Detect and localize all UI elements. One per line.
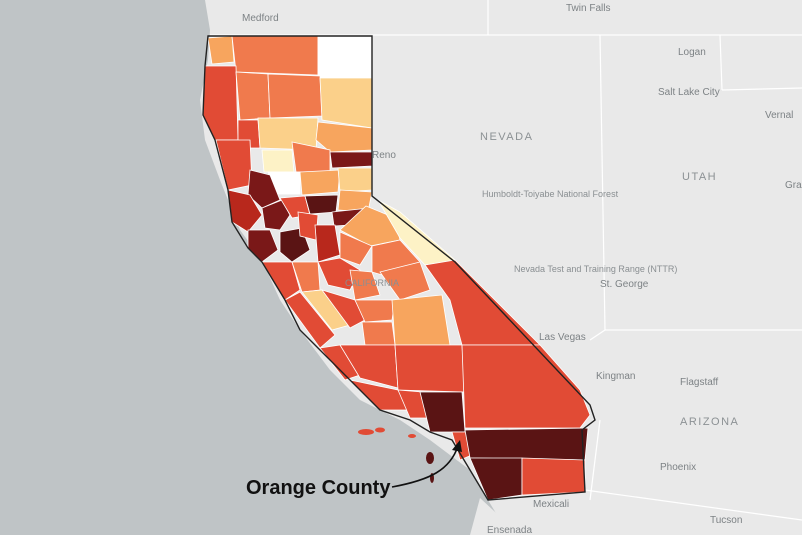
state-utah: UTAH: [682, 171, 717, 183]
annotation-arrow: [391, 445, 459, 488]
city-ensenada: Ensenada: [487, 525, 532, 535]
city-medford: Medford: [242, 13, 279, 24]
city-tucson: Tucson: [710, 515, 742, 526]
city-mexicali: Mexicali: [533, 499, 569, 510]
city-kingman: Kingman: [596, 371, 635, 382]
city-logan: Logan: [678, 47, 706, 58]
city-phoenix: Phoenix: [660, 462, 696, 473]
city-vernal: Vernal: [765, 110, 793, 121]
city-twin-falls: Twin Falls: [566, 3, 610, 14]
annotation-arrowhead: [452, 440, 462, 452]
state-california: CALIFORNIA: [345, 278, 399, 288]
city-gra: Gra: [785, 180, 802, 191]
feature-humboldt-toiyabe: Humboldt-Toiyabe National Forest: [482, 189, 619, 199]
state-arizona: ARIZONA: [680, 416, 739, 428]
feature-nttr: Nevada Test and Training Range (NTTR): [514, 264, 677, 274]
annotation-orange-county: Orange County: [246, 477, 391, 499]
baja-land: [470, 498, 520, 535]
state-nevada: NEVADA: [480, 131, 533, 143]
city-salt-lake-city: Salt Lake City: [658, 87, 720, 98]
orange-county-annotation: Orange County: [246, 440, 462, 499]
city-flagstaff: Flagstaff: [680, 377, 718, 388]
city-reno: Reno: [372, 150, 396, 161]
california-outline: [202, 35, 596, 501]
map-labels: Medford Twin Falls Logan Salt Lake City …: [242, 3, 802, 535]
california-counties: [202, 35, 591, 501]
city-st-george: St. George: [600, 279, 649, 290]
state-borders: [210, 0, 802, 521]
city-las-vegas: Las Vegas: [539, 332, 586, 343]
